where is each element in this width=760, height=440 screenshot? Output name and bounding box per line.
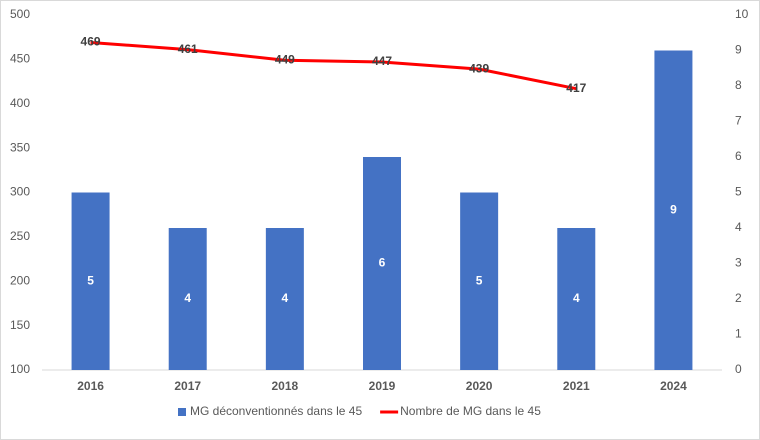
y2-tick-label: 8 <box>735 78 742 92</box>
legend-label: MG déconventionnés dans le 45 <box>190 404 362 418</box>
bar-value-label: 4 <box>282 291 289 305</box>
bar <box>654 50 693 370</box>
y-tick-label: 500 <box>10 7 30 21</box>
y2-tick-label: 7 <box>735 114 742 128</box>
y2-tick-label: 4 <box>735 220 742 234</box>
y2-tick-label: 0 <box>735 362 742 376</box>
bar-value-label: 9 <box>670 202 677 216</box>
x-tick-label: 2020 <box>466 379 493 393</box>
bar <box>168 228 207 370</box>
bar <box>460 192 499 370</box>
y2-tick-label: 6 <box>735 149 742 163</box>
line-value-label: 447 <box>372 54 392 68</box>
y-tick-label: 250 <box>10 229 30 243</box>
x-tick-label: 2021 <box>563 379 590 393</box>
x-tick-label: 2024 <box>660 379 687 393</box>
line-value-label: 439 <box>469 61 489 75</box>
x-tick-label: 2018 <box>272 379 299 393</box>
bar-value-label: 5 <box>87 273 94 287</box>
y2-tick-label: 5 <box>735 185 742 199</box>
y-tick-label: 100 <box>10 362 30 376</box>
x-tick-label: 2019 <box>369 379 396 393</box>
line-value-label: 461 <box>178 42 198 56</box>
bar <box>363 157 401 370</box>
y-tick-label: 350 <box>10 140 30 154</box>
bar-value-label: 5 <box>476 273 483 287</box>
line-value-label: 417 <box>566 81 586 95</box>
y-tick-label: 150 <box>10 318 30 332</box>
y-tick-label: 450 <box>10 52 30 66</box>
y-tick-label: 400 <box>10 96 30 110</box>
y2-tick-label: 9 <box>735 43 742 57</box>
y2-tick-label: 2 <box>735 291 742 305</box>
bar <box>557 228 596 370</box>
line-value-label: 449 <box>275 52 295 66</box>
legend-label: Nombre de MG dans le 45 <box>400 404 541 418</box>
line-value-label: 469 <box>81 35 101 49</box>
bar <box>265 228 304 370</box>
bar-value-label: 4 <box>184 291 191 305</box>
bar-value-label: 4 <box>573 291 580 305</box>
line <box>90 41 577 91</box>
bar <box>71 192 110 370</box>
bar-value-label: 6 <box>379 256 386 270</box>
x-tick-label: 2017 <box>174 379 201 393</box>
y-tick-label: 300 <box>10 185 30 199</box>
y2-tick-label: 10 <box>735 7 749 21</box>
y2-tick-label: 3 <box>735 256 742 270</box>
y2-tick-label: 1 <box>735 327 742 341</box>
legend-swatch <box>178 408 186 416</box>
x-tick-label: 2016 <box>77 379 104 393</box>
y-tick-label: 200 <box>10 273 30 287</box>
